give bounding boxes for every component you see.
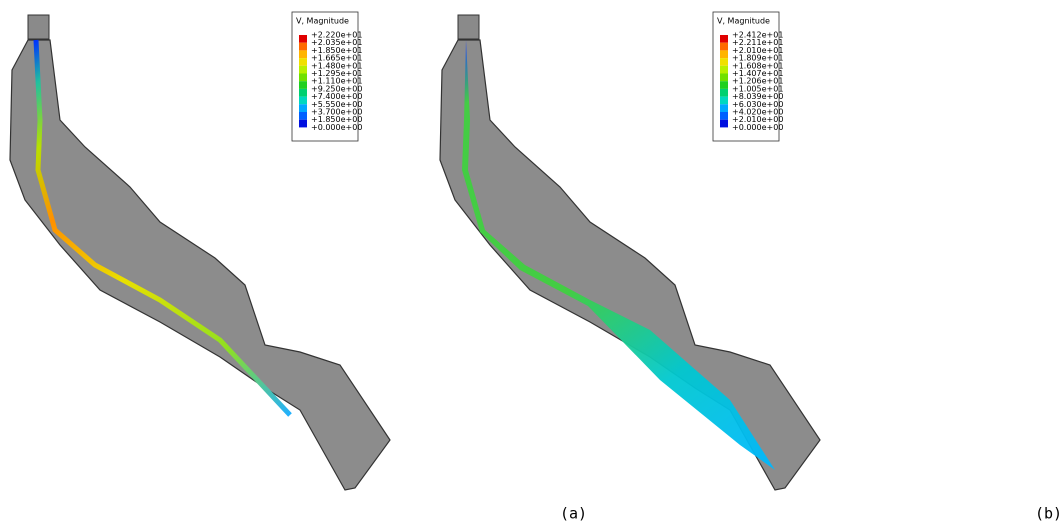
legend-swatch [299,104,307,112]
legend-swatch [720,58,728,66]
legend-swatch [299,43,307,51]
legend-swatch [299,89,307,97]
legend-swatch [720,89,728,97]
legend-swatch [299,50,307,58]
legend-swatch [299,66,307,74]
legend-label: +0.000e+00 [311,123,362,132]
legend-swatch [720,97,728,105]
legend-title: V, Magnitude [717,17,770,26]
legend-swatch [720,104,728,112]
legend-swatch [720,43,728,51]
legend-swatch [720,35,728,43]
legend-swatch [720,50,728,58]
legend-swatch [299,74,307,82]
caption: (b) [1035,505,1062,523]
legend-swatch [299,81,307,89]
legend-swatch [299,97,307,105]
legend-swatch [720,120,728,128]
caption: (a) [560,505,587,523]
legend-title: V, Magnitude [296,17,349,26]
legend-swatch [299,35,307,43]
legend-swatch [299,120,307,128]
legend-label: +0.000e+00 [732,123,783,132]
legend-swatch [720,112,728,120]
legend-swatch [720,66,728,74]
legend-swatch [299,112,307,120]
legend-swatch [720,74,728,82]
legend-swatch [299,58,307,66]
figure: (a) (b) V, Magnitude+2.220e+01+2.035e+01… [0,0,1063,528]
legend-swatch [720,81,728,89]
